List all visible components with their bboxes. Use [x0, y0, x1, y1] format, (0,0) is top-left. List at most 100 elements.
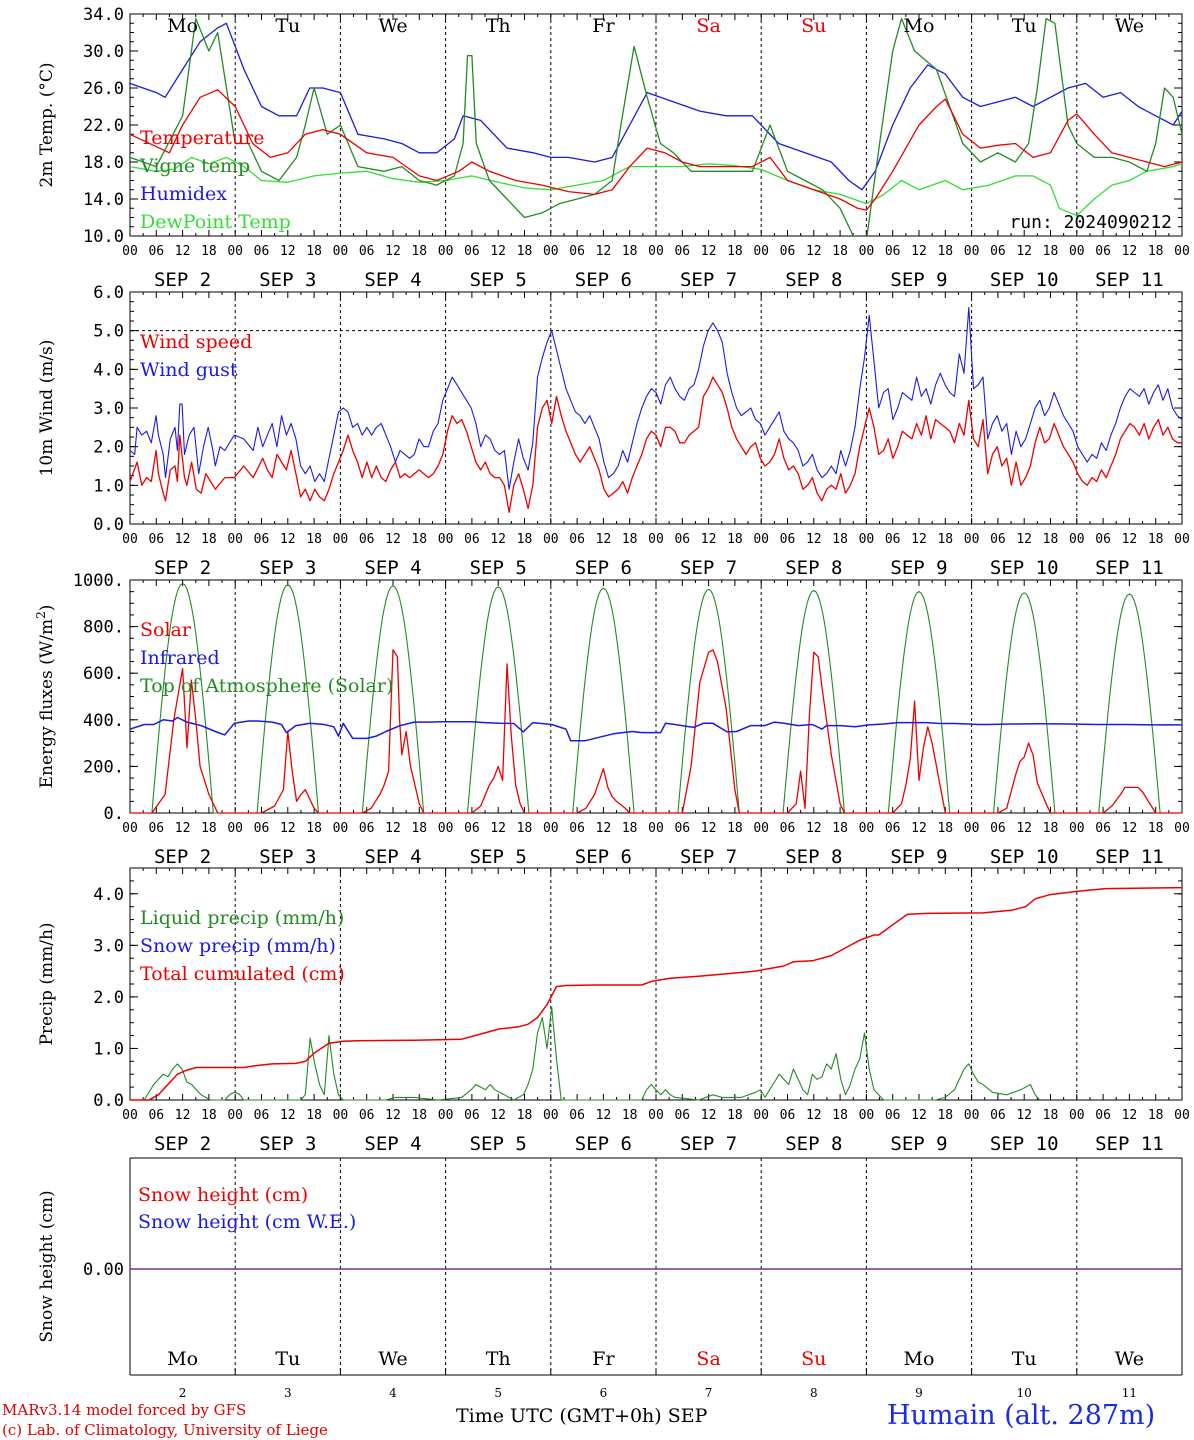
hour-tick-label: 12 — [385, 821, 401, 836]
date-label: SEP 9 — [890, 1133, 947, 1155]
hour-tick-label: 12 — [596, 532, 612, 547]
hour-tick-label: 18 — [727, 244, 743, 259]
hour-tick-label: 00 — [859, 244, 875, 259]
date-label: SEP 6 — [575, 846, 632, 868]
hour-tick-label: 18 — [517, 821, 533, 836]
hour-tick-label: 00 — [648, 1108, 664, 1123]
day-name-label: We — [378, 1348, 407, 1370]
legend-entry: Vigne temp — [139, 155, 250, 177]
hour-tick-label: 06 — [569, 532, 585, 547]
date-label: SEP 2 — [154, 846, 211, 868]
date-label: SEP 11 — [1095, 557, 1164, 579]
y-tick-label: 600. — [83, 664, 124, 684]
day-name-label: Mo — [167, 1348, 198, 1370]
day-number-label: 5 — [494, 1386, 502, 1400]
date-label: SEP 2 — [154, 557, 211, 579]
y-tick-label: 3.0 — [93, 399, 124, 419]
series-line-humidex — [130, 22, 1182, 191]
day-name-label: Mo — [167, 15, 198, 37]
day-name-label: Tu — [1012, 1348, 1037, 1370]
y-tick-label: 800. — [83, 618, 124, 638]
date-label: SEP 7 — [680, 269, 737, 291]
hour-tick-label: 00 — [859, 532, 875, 547]
y-label-tail: ) — [37, 605, 57, 612]
hour-tick-label: 00 — [122, 244, 138, 259]
hour-tick-label: 06 — [990, 821, 1006, 836]
hour-tick-label: 18 — [937, 244, 953, 259]
hour-tick-label: 00 — [438, 532, 454, 547]
x-axis-title: Time UTC (GMT+0h) SEP — [456, 1405, 708, 1427]
hour-tick-label: 00 — [227, 821, 243, 836]
hour-tick-label: 18 — [937, 532, 953, 547]
date-label: SEP 7 — [680, 846, 737, 868]
day-name-label: We — [1115, 15, 1144, 37]
day-name-label: Su — [801, 15, 826, 37]
hour-tick-label: 12 — [806, 1108, 822, 1123]
hour-tick-label: 06 — [1095, 821, 1111, 836]
hour-tick-label: 12 — [1122, 244, 1138, 259]
y-tick-label: 1.0 — [93, 1039, 124, 1059]
y-tick-label: 0.0 — [93, 515, 124, 535]
hour-tick-label: 12 — [596, 244, 612, 259]
hour-tick-label: 06 — [464, 821, 480, 836]
date-label: SEP 10 — [990, 1133, 1059, 1155]
hour-tick-label: 06 — [569, 821, 585, 836]
hour-tick-label: 00 — [964, 1108, 980, 1123]
date-label: SEP 2 — [154, 1133, 211, 1155]
legend-entry: Snow precip (mm/h) — [140, 935, 336, 957]
hour-tick-label: 06 — [780, 244, 796, 259]
hour-tick-label: 06 — [885, 244, 901, 259]
hour-tick-label: 06 — [464, 1108, 480, 1123]
hour-tick-label: 06 — [990, 244, 1006, 259]
day-name-label: Su — [801, 1348, 826, 1370]
hour-tick-label: 12 — [911, 244, 927, 259]
day-number-label: 7 — [705, 1386, 713, 1400]
run-label: run: 2024090212 — [1009, 212, 1172, 233]
hour-tick-label: 00 — [333, 821, 349, 836]
hour-tick-label: 06 — [674, 244, 690, 259]
day-number-label: 4 — [389, 1386, 397, 1400]
date-label: SEP 9 — [890, 557, 947, 579]
hour-tick-label: 00 — [1174, 244, 1190, 259]
legend-entry: Infrared — [140, 647, 220, 669]
date-label: SEP 8 — [785, 1133, 842, 1155]
day-name-label: Mo — [904, 1348, 935, 1370]
y-tick-label: 2.0 — [93, 988, 124, 1008]
date-label: SEP 9 — [890, 269, 947, 291]
hour-tick-label: 06 — [148, 1108, 164, 1123]
legend-entry: DewPoint Temp — [140, 211, 291, 233]
hour-tick-label: 12 — [596, 821, 612, 836]
hour-tick-label: 18 — [1043, 821, 1059, 836]
hour-tick-label: 18 — [622, 244, 638, 259]
y-tick-label: 34.0 — [83, 5, 124, 25]
date-label: SEP 10 — [990, 269, 1059, 291]
hour-tick-label: 12 — [911, 1108, 927, 1123]
hour-tick-label: 18 — [517, 532, 533, 547]
day-name-label: Tu — [275, 1348, 300, 1370]
date-label: SEP 3 — [259, 269, 316, 291]
date-label: SEP 4 — [364, 269, 421, 291]
day-name-label: Th — [486, 15, 511, 37]
hour-tick-label: 00 — [227, 1108, 243, 1123]
hour-tick-label: 18 — [937, 1108, 953, 1123]
hour-tick-label: 12 — [1016, 821, 1032, 836]
hour-tick-label: 18 — [832, 1108, 848, 1123]
hour-tick-label: 12 — [385, 532, 401, 547]
hour-tick-label: 00 — [648, 532, 664, 547]
hour-tick-label: 06 — [1095, 532, 1111, 547]
hour-tick-label: 12 — [1122, 821, 1138, 836]
date-label: SEP 9 — [890, 846, 947, 868]
hour-tick-label: 18 — [1043, 1108, 1059, 1123]
y-tick-label: 26.0 — [83, 79, 124, 99]
date-label: SEP 3 — [259, 846, 316, 868]
hour-tick-label: 06 — [674, 1108, 690, 1123]
legend-entry: Wind speed — [140, 331, 252, 353]
hour-tick-label: 06 — [1095, 244, 1111, 259]
hour-tick-label: 12 — [701, 821, 717, 836]
y-tick-label: 10.0 — [83, 227, 124, 247]
hour-tick-label: 18 — [937, 821, 953, 836]
hour-tick-label: 12 — [175, 532, 191, 547]
hour-tick-label: 00 — [122, 1108, 138, 1123]
date-label: SEP 4 — [364, 557, 421, 579]
